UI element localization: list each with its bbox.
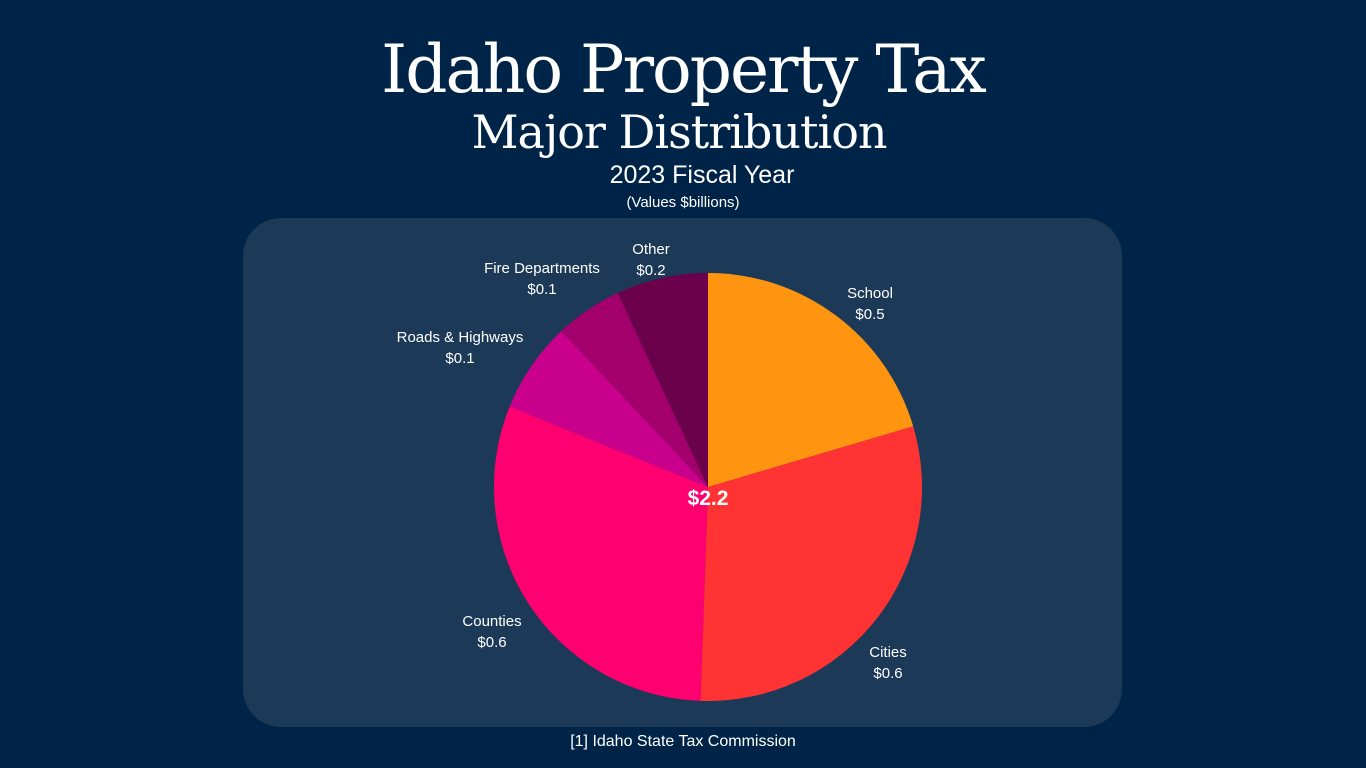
slice-label-roads-highways: Roads & Highways (397, 329, 524, 346)
slice-label-counties: Counties (462, 613, 521, 630)
slice-label-other: Other (632, 241, 670, 258)
pie-slice-school (708, 273, 914, 487)
pie-slice-other (617, 273, 708, 487)
slice-value-school: $0.5 (855, 306, 884, 323)
fiscal-year-label: 2023 Fiscal Year (609, 161, 795, 189)
slice-value-roads-highways: $0.1 (445, 350, 474, 367)
chart-subtitle: Major Distribution (471, 105, 887, 159)
slice-value-other: $0.2 (636, 262, 665, 279)
slice-label-cities: Cities (869, 644, 907, 661)
source-note: [1] Idaho State Tax Commission (570, 733, 796, 750)
slice-label-fire-departments: Fire Departments (484, 260, 600, 277)
slice-value-fire-departments: $0.1 (527, 281, 556, 298)
units-label: (Values $billions) (626, 194, 740, 211)
center-total-label: $2.2 (688, 487, 729, 510)
slice-value-cities: $0.6 (873, 665, 902, 682)
slice-label-school: School (847, 285, 893, 302)
pie-slice-roads-highways (509, 331, 708, 487)
pie-slice-counties (494, 406, 708, 701)
pie-slice-cities (700, 426, 923, 702)
pie-chart: School $0.5 Cities $0.6 Counties $0.6 Roads & … (397, 241, 923, 702)
slice-value-counties: $0.6 (477, 634, 506, 651)
pie-slice-fire-departments (561, 293, 708, 487)
chart-title: Idaho Property Tax (381, 31, 987, 108)
